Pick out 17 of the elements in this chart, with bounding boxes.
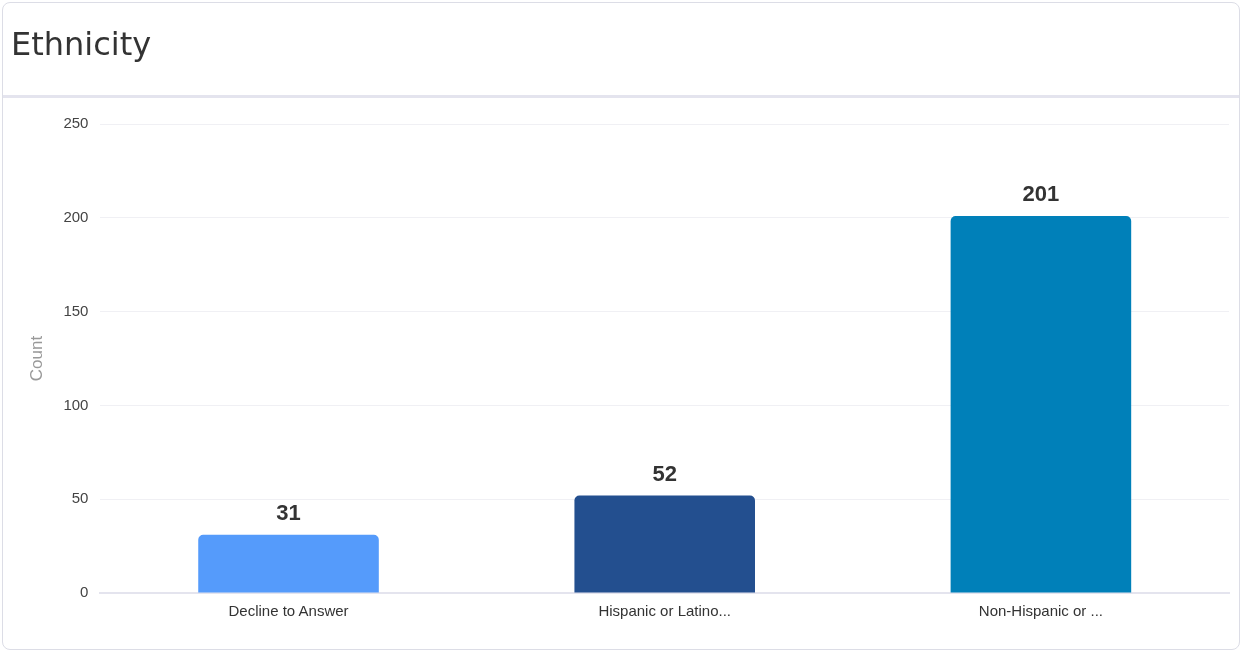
y-tick-label: 50 bbox=[71, 489, 89, 507]
bar bbox=[574, 495, 755, 593]
bar bbox=[950, 215, 1132, 593]
x-tick-label: Non-Hispanic or ... bbox=[978, 602, 1104, 620]
data-label: 52 bbox=[652, 460, 677, 486]
x-tick-label: Decline to Answer bbox=[228, 602, 349, 620]
chart-title: Ethnicity bbox=[11, 25, 152, 63]
data-label: 201 bbox=[1022, 180, 1060, 206]
y-tick-label: 200 bbox=[63, 207, 89, 225]
y-tick-label: 250 bbox=[63, 114, 89, 132]
y-axis-title: Count bbox=[26, 335, 46, 382]
x-tick-label: Hispanic or Latino... bbox=[598, 602, 731, 620]
y-tick-label: 150 bbox=[63, 301, 89, 319]
data-label: 31 bbox=[276, 499, 301, 525]
y-tick-label: 100 bbox=[63, 395, 89, 413]
bar bbox=[198, 534, 379, 593]
y-tick-label: 0 bbox=[80, 583, 89, 601]
